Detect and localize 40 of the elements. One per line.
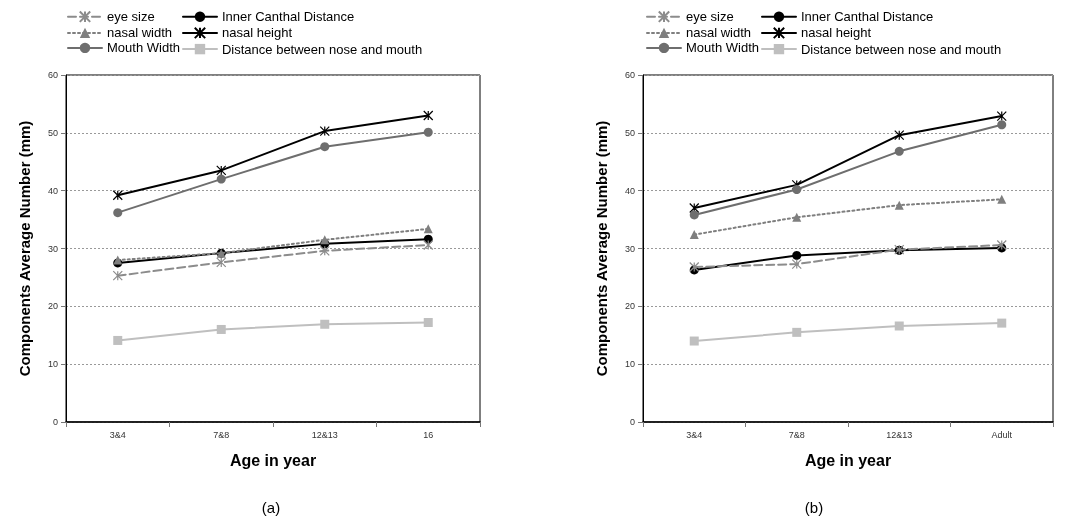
x-tick-label: 3&4 bbox=[686, 429, 703, 440]
x-tick-label: 3&4 bbox=[109, 429, 126, 440]
y-tick-label: 60 bbox=[624, 70, 635, 80]
y-tick-label: 10 bbox=[47, 359, 58, 370]
text: (a) bbox=[261, 499, 281, 516]
y-tick-label: 50 bbox=[47, 127, 58, 138]
legend-label: eye size bbox=[686, 9, 734, 25]
x-tick-label: 16 bbox=[423, 429, 434, 440]
y-tick-label: 60 bbox=[47, 70, 58, 80]
y-axis-title: Components Average Number (mm) bbox=[593, 120, 610, 377]
x-tick-label: 12&13 bbox=[886, 429, 913, 440]
legend-label: Mouth Width bbox=[107, 40, 180, 56]
legend-label: nasal width bbox=[686, 25, 752, 41]
x-axis-title: Age in year bbox=[804, 451, 892, 469]
x-tick-label: 7&8 bbox=[788, 429, 805, 440]
y-tick-label: 0 bbox=[629, 417, 635, 427]
legend-label: Distance between nose and mouth bbox=[221, 41, 423, 57]
legend-label: nasal height bbox=[800, 25, 872, 41]
y-tick-label: 0 bbox=[52, 417, 58, 427]
y-tick-label: 40 bbox=[47, 185, 58, 196]
legend-label: Inner Canthal Distance bbox=[221, 9, 355, 25]
y-tick-label: 50 bbox=[624, 127, 635, 138]
legend-label: Inner Canthal Distance bbox=[800, 9, 934, 25]
text: (b) bbox=[804, 499, 824, 516]
legend-label: Distance between nose and mouth bbox=[800, 41, 1002, 57]
legend-label: Mouth Width bbox=[686, 40, 759, 56]
x-axis-title: Age in year bbox=[229, 451, 317, 469]
x-tick-label: Adult bbox=[991, 429, 1013, 440]
legend-label: nasal height bbox=[221, 25, 293, 41]
y-tick-label: 20 bbox=[624, 301, 635, 312]
x-tick-label: 12&13 bbox=[311, 429, 338, 440]
legend-label: nasal width bbox=[107, 25, 173, 41]
y-tick-label: 40 bbox=[624, 185, 635, 196]
y-tick-label: 10 bbox=[624, 359, 635, 370]
y-tick-label: 30 bbox=[624, 243, 635, 254]
y-tick-label: 20 bbox=[47, 301, 58, 312]
y-axis-title: Components Average Number (mm) bbox=[16, 120, 33, 377]
y-tick-label: 30 bbox=[47, 243, 58, 254]
legend-label: eye size bbox=[107, 9, 155, 25]
x-tick-label: 7&8 bbox=[213, 429, 230, 440]
